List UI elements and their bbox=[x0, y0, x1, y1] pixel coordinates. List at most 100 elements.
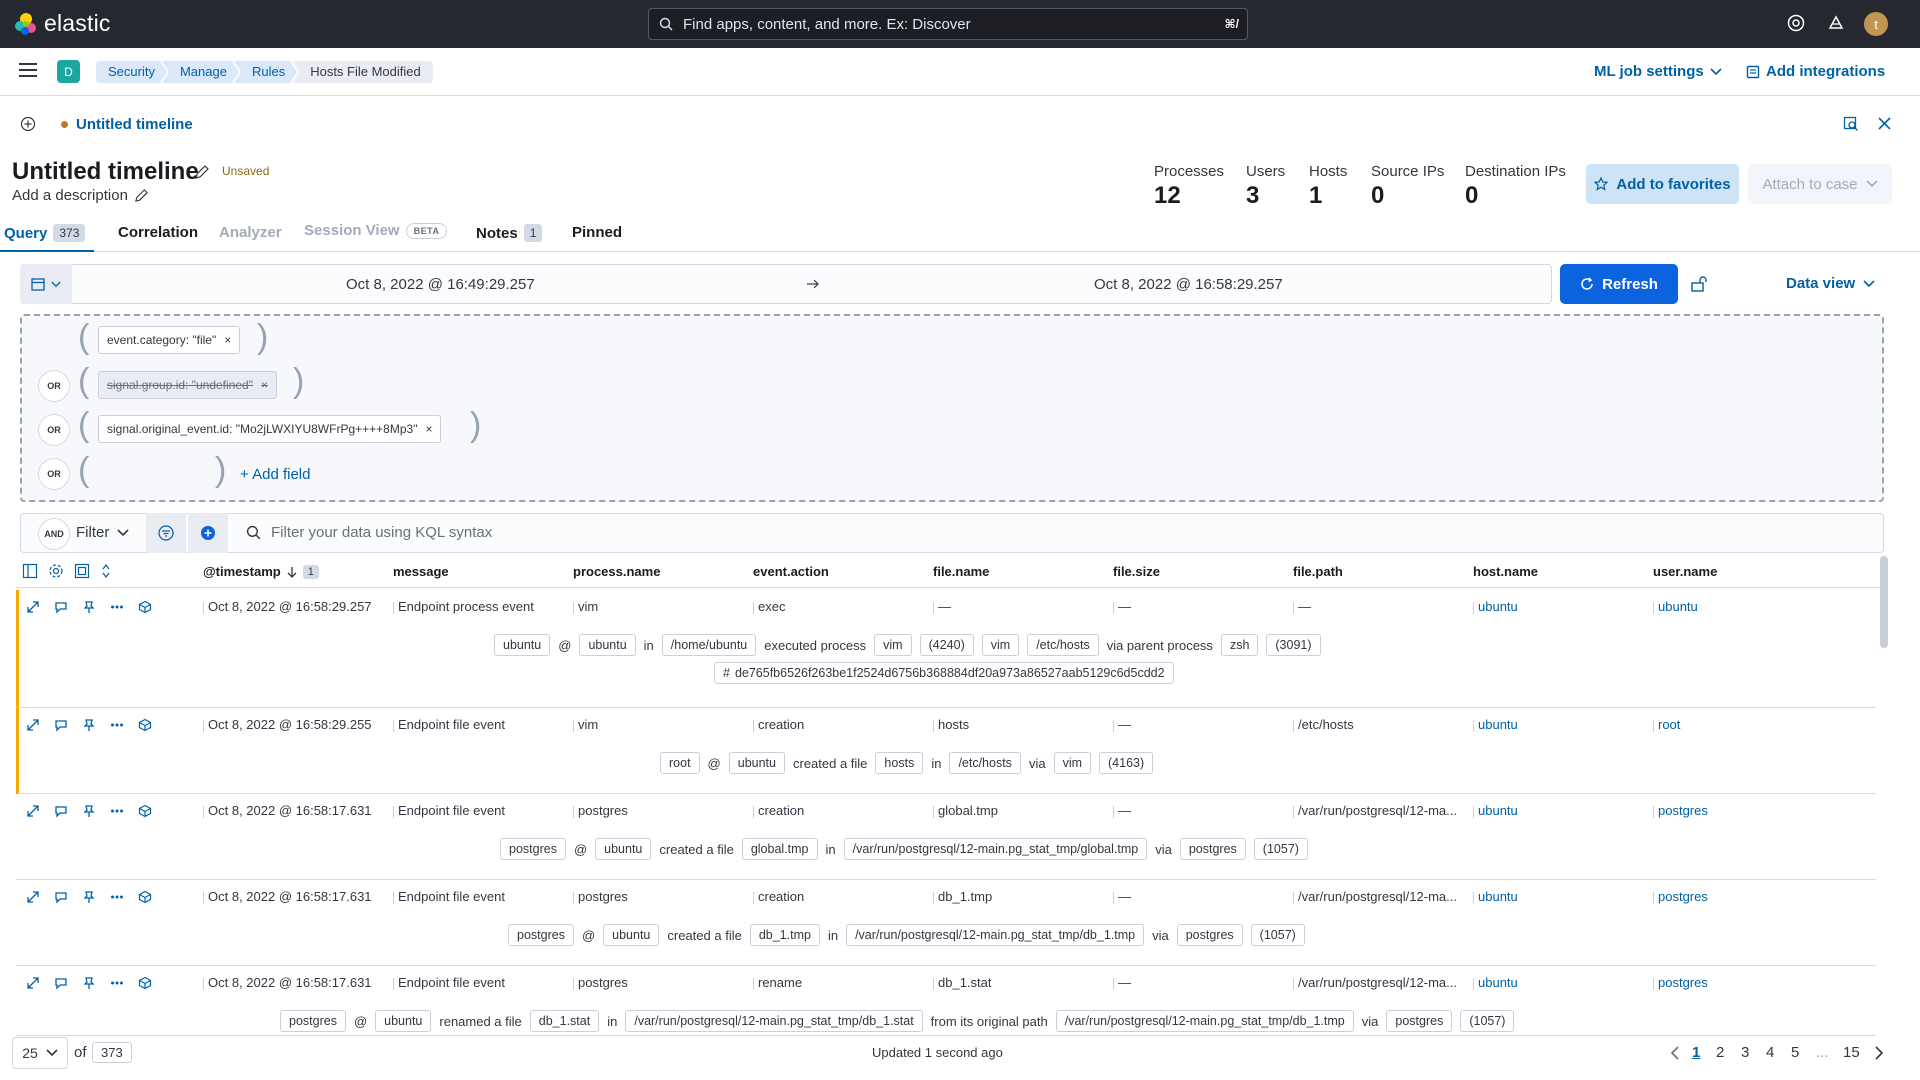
elastic-logo[interactable]: elastic bbox=[14, 10, 111, 37]
summary-token[interactable]: db_1.stat bbox=[529, 1010, 600, 1032]
page-3[interactable]: 3 bbox=[1741, 1044, 1750, 1061]
summary-token[interactable]: (4240) bbox=[919, 634, 974, 656]
timeline-tab-name[interactable]: Untitled timeline bbox=[76, 116, 193, 133]
column-header-user-name[interactable]: user.name bbox=[1653, 564, 1718, 579]
summary-token[interactable]: /etc/hosts bbox=[1027, 634, 1099, 656]
pin-icon[interactable] bbox=[82, 976, 96, 990]
cell-user[interactable]: root bbox=[1653, 717, 1680, 732]
breadcrumb-security[interactable]: Security bbox=[96, 61, 167, 83]
add-integrations-button[interactable]: Add integrations bbox=[1746, 63, 1885, 80]
analyze-event-icon[interactable] bbox=[138, 600, 152, 614]
summary-token[interactable]: ubuntu bbox=[728, 752, 785, 774]
summary-token[interactable]: ubuntu bbox=[603, 924, 660, 946]
global-search[interactable]: ⌘/ bbox=[648, 8, 1248, 40]
summary-token[interactable]: hosts bbox=[875, 752, 924, 774]
column-header-timestamp[interactable]: @timestamp 1 bbox=[203, 564, 319, 579]
global-search-input[interactable] bbox=[683, 15, 1215, 33]
refresh-button[interactable]: Refresh bbox=[1560, 264, 1678, 304]
add-description[interactable]: Add a description bbox=[12, 187, 128, 204]
comment-icon[interactable] bbox=[54, 804, 68, 818]
summary-token[interactable]: root bbox=[660, 752, 700, 774]
analyze-event-icon[interactable] bbox=[138, 718, 152, 732]
remove-icon[interactable]: × bbox=[425, 422, 433, 436]
column-header-message[interactable]: message bbox=[393, 564, 449, 579]
fullscreen-icon[interactable] bbox=[74, 563, 90, 579]
summary-token[interactable]: vim bbox=[1053, 752, 1092, 774]
summary-token[interactable]: postgres bbox=[1386, 1010, 1453, 1032]
add-timeline-icon[interactable] bbox=[20, 116, 36, 132]
scrollbar[interactable] bbox=[1880, 556, 1888, 648]
analyze-event-icon[interactable] bbox=[138, 976, 152, 990]
gear-icon[interactable] bbox=[48, 563, 64, 579]
ml-job-settings-button[interactable]: ML job settings bbox=[1594, 63, 1722, 80]
summary-token[interactable]: /home/ubuntu bbox=[661, 634, 757, 656]
page-5[interactable]: 5 bbox=[1791, 1044, 1800, 1061]
hash-token[interactable]: # de765fb6526f263be1f2524d6756b368884df20… bbox=[714, 662, 1174, 684]
filter-button[interactable]: Filter bbox=[76, 524, 129, 541]
add-to-favorites-button[interactable]: Add to favorites bbox=[1586, 164, 1739, 204]
more-icon[interactable] bbox=[110, 890, 124, 904]
column-header-process-name[interactable]: process.name bbox=[573, 564, 661, 579]
menu-icon[interactable] bbox=[19, 62, 39, 78]
columns-icon[interactable] bbox=[22, 563, 38, 579]
tab-pinned[interactable]: Pinned bbox=[572, 224, 622, 241]
summary-token[interactable]: ubuntu bbox=[494, 634, 551, 656]
sort-icon[interactable] bbox=[100, 563, 112, 579]
data-view-button[interactable]: Data view bbox=[1786, 275, 1875, 292]
column-header-host-name[interactable]: host.name bbox=[1473, 564, 1539, 579]
fullscreen-icon[interactable] bbox=[1843, 116, 1859, 132]
tab-analyzer[interactable]: Analyzer bbox=[219, 224, 282, 241]
kql-search-input[interactable]: Filter your data using KQL syntax bbox=[246, 524, 492, 541]
pin-icon[interactable] bbox=[82, 600, 96, 614]
page-size-select[interactable]: 25 bbox=[12, 1037, 68, 1069]
summary-token[interactable]: /var/run/postgresql/12-main.pg_stat_tmp/… bbox=[846, 924, 1145, 946]
cell-host[interactable]: ubuntu bbox=[1473, 889, 1518, 904]
summary-token[interactable]: /var/run/postgresql/12-main.pg_stat_tmp/… bbox=[1055, 1010, 1354, 1032]
help-icon[interactable] bbox=[1786, 13, 1806, 33]
chevron-right-icon[interactable] bbox=[1874, 1046, 1884, 1060]
pin-icon[interactable] bbox=[82, 890, 96, 904]
column-header-file-size[interactable]: file.size bbox=[1113, 564, 1160, 579]
page-4[interactable]: 4 bbox=[1766, 1044, 1775, 1061]
summary-token[interactable]: ubuntu bbox=[375, 1010, 432, 1032]
attach-to-case-button[interactable]: Attach to case bbox=[1748, 164, 1892, 204]
pin-icon[interactable] bbox=[82, 718, 96, 732]
add-filter-button[interactable] bbox=[188, 513, 228, 553]
summary-token[interactable]: global.tmp bbox=[741, 838, 818, 860]
remove-icon[interactable]: × bbox=[224, 333, 232, 347]
summary-token[interactable]: postgres bbox=[508, 924, 574, 946]
page-2[interactable]: 2 bbox=[1716, 1044, 1725, 1061]
summary-token[interactable]: /var/run/postgresql/12-main.pg_stat_tmp/… bbox=[843, 838, 1148, 860]
filter-options-button[interactable] bbox=[146, 513, 186, 553]
expand-icon[interactable] bbox=[26, 890, 40, 904]
more-icon[interactable] bbox=[110, 804, 124, 818]
expand-icon[interactable] bbox=[26, 600, 40, 614]
column-header-file-path[interactable]: file.path bbox=[1293, 564, 1343, 579]
tab-correlation[interactable]: Correlation bbox=[118, 224, 198, 241]
summary-token[interactable]: vim bbox=[981, 634, 1020, 656]
pencil-icon[interactable] bbox=[134, 188, 149, 203]
analyze-event-icon[interactable] bbox=[138, 804, 152, 818]
close-icon[interactable] bbox=[1878, 117, 1891, 130]
remove-icon[interactable]: × bbox=[260, 378, 268, 392]
breadcrumb-rules[interactable]: Rules bbox=[234, 61, 297, 83]
cell-host[interactable]: ubuntu bbox=[1473, 803, 1518, 818]
comment-icon[interactable] bbox=[54, 600, 68, 614]
cell-user[interactable]: ubuntu bbox=[1653, 599, 1698, 614]
newsfeed-icon[interactable] bbox=[1826, 13, 1846, 33]
summary-token[interactable]: postgres bbox=[500, 838, 566, 860]
provider-pill[interactable]: signal.original_event.id: "Mo2jLWXIYU8WF… bbox=[98, 415, 442, 443]
tab-query[interactable]: Query 373 bbox=[4, 224, 86, 242]
summary-token[interactable]: postgres bbox=[280, 1010, 346, 1032]
page-15[interactable]: 15 bbox=[1843, 1044, 1860, 1061]
summary-token[interactable]: db_1.tmp bbox=[749, 924, 820, 946]
breadcrumb-manage[interactable]: Manage bbox=[162, 61, 239, 83]
column-header-file-name[interactable]: file.name bbox=[933, 564, 990, 579]
summary-token[interactable]: postgres bbox=[1179, 838, 1246, 860]
quick-select-button[interactable] bbox=[20, 264, 72, 304]
analyze-event-icon[interactable] bbox=[138, 890, 152, 904]
more-icon[interactable] bbox=[110, 600, 124, 614]
more-icon[interactable] bbox=[110, 718, 124, 732]
summary-token[interactable]: postgres bbox=[1176, 924, 1243, 946]
summary-token[interactable]: (1057) bbox=[1253, 838, 1308, 860]
